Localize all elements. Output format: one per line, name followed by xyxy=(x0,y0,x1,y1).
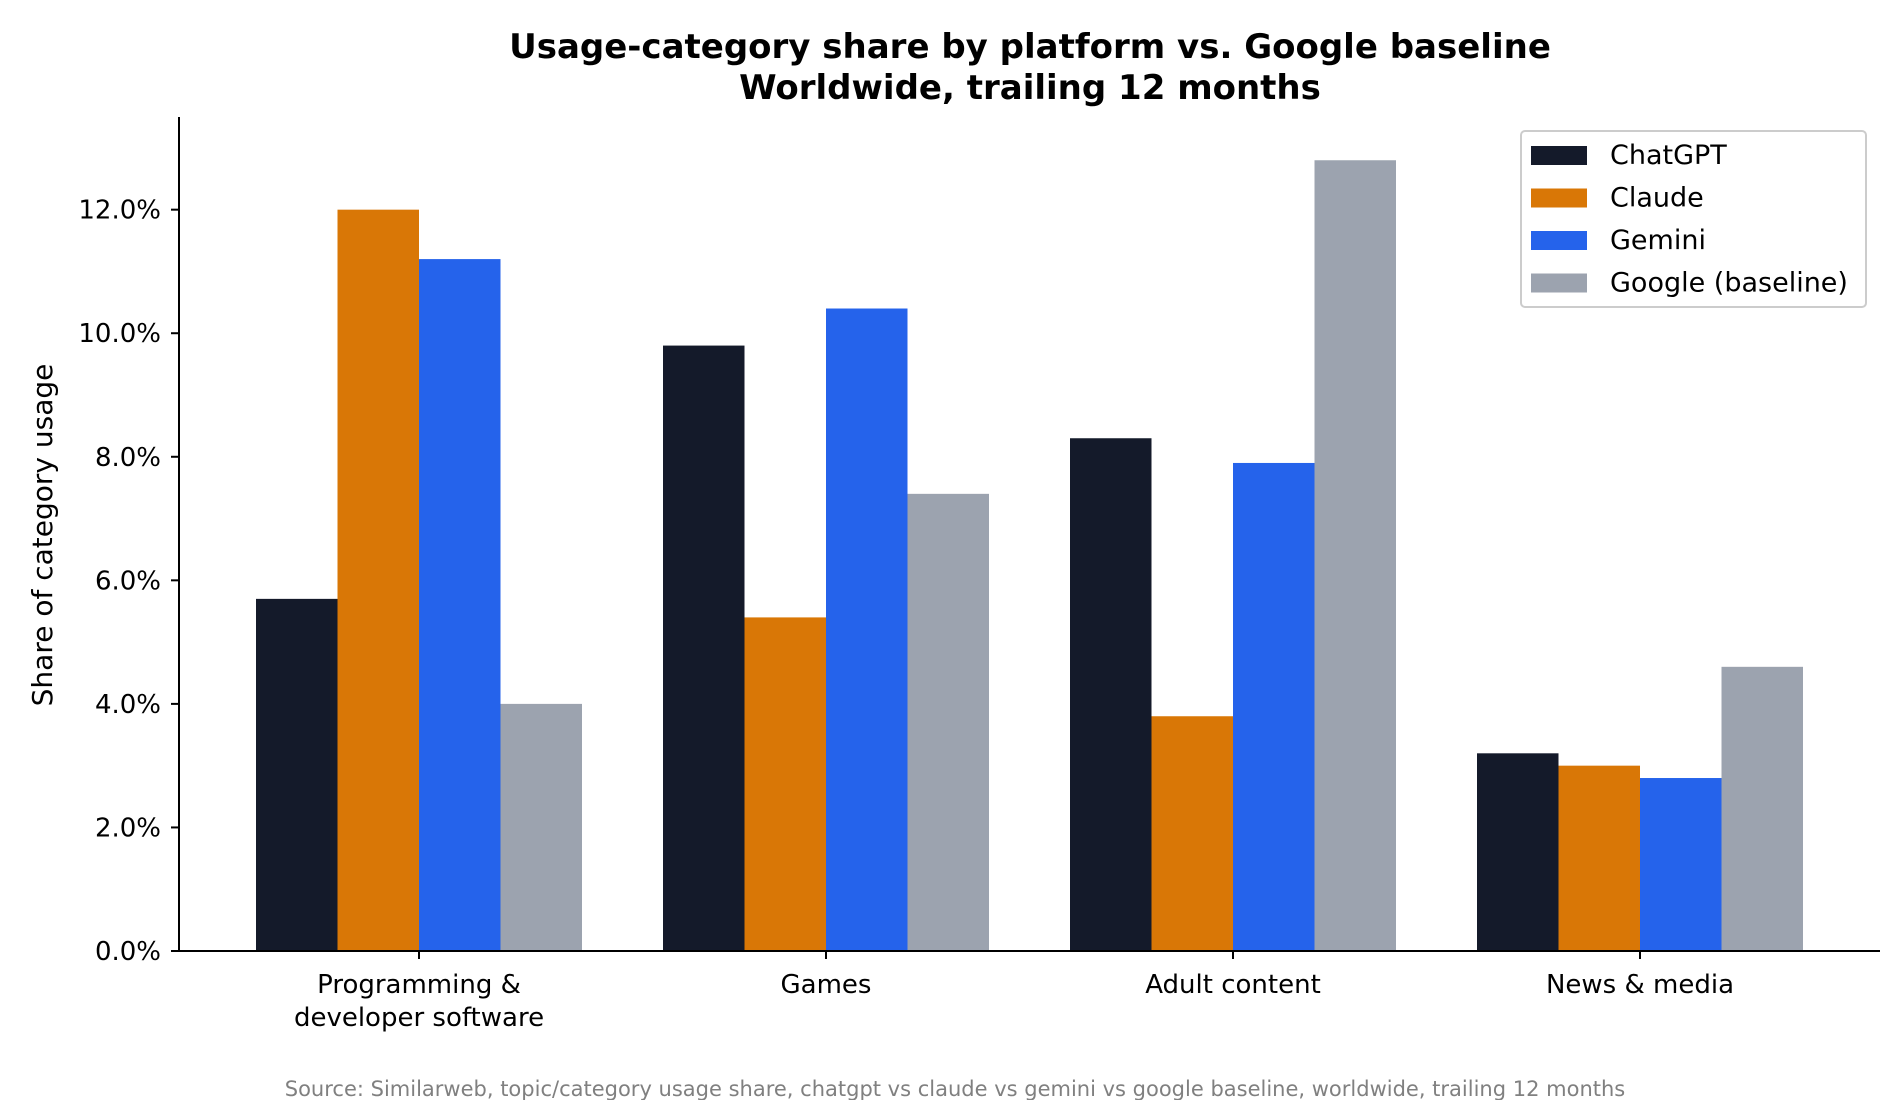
bar-chatgpt-1 xyxy=(663,345,745,952)
legend-label: Claude xyxy=(1610,183,1704,214)
bar-chatgpt-0 xyxy=(256,598,338,951)
x-tick-label: Adult content xyxy=(1145,970,1321,1000)
bar-chatgpt-3 xyxy=(1477,753,1559,951)
x-tick-label: Games xyxy=(781,970,872,1000)
x-tick-label: News & media xyxy=(1546,970,1734,1000)
y-tick-label: 0.0% xyxy=(95,937,161,967)
bar-gemini-2 xyxy=(1233,462,1315,951)
bar-google-baseline-2 xyxy=(1314,160,1396,951)
y-tick-label: 12.0% xyxy=(78,196,161,226)
bar-google-baseline-0 xyxy=(500,703,582,951)
legend-frame xyxy=(1520,130,1867,308)
y-tick-label: 10.0% xyxy=(78,319,161,349)
bar-claude-2 xyxy=(1151,716,1233,951)
source-note: Source: Similarweb, topic/category usage… xyxy=(285,1077,1625,1100)
legend-swatch xyxy=(1531,273,1587,293)
legend-label: ChatGPT xyxy=(1610,140,1727,171)
chart-title: Usage-category share by platform vs. Goo… xyxy=(509,27,1551,67)
legend: ChatGPT Claude Gemini Google (baseline) xyxy=(1520,130,1867,308)
y-tick-label: 2.0% xyxy=(95,813,161,843)
y-tick-label: 6.0% xyxy=(95,566,161,596)
legend-swatch xyxy=(1531,188,1587,208)
bar-google-baseline-1 xyxy=(907,493,989,951)
bar-claude-3 xyxy=(1558,765,1640,951)
x-tick-label: Programming & developer software xyxy=(294,970,544,1033)
bar-chatgpt-2 xyxy=(1070,438,1152,951)
bar-google-baseline-3 xyxy=(1721,666,1803,951)
bar-claude-1 xyxy=(744,617,826,951)
legend-swatch xyxy=(1531,231,1587,250)
y-tick-label: 4.0% xyxy=(95,690,161,720)
bars-layer xyxy=(256,160,1803,952)
legend-swatch xyxy=(1531,146,1587,165)
y-tick-label: 8.0% xyxy=(95,443,161,473)
bar-claude-0 xyxy=(337,209,419,951)
legend-label: Gemini xyxy=(1610,225,1706,256)
x-axis-ticks: Programming & developer software Games Adul… xyxy=(294,951,1734,1033)
bar-gemini-3 xyxy=(1640,778,1722,951)
y-axis-label: Share of category usage xyxy=(26,364,59,707)
bar-gemini-0 xyxy=(419,259,501,952)
chart-subtitle: Worldwide, trailing 12 months xyxy=(739,68,1321,108)
bar-gemini-1 xyxy=(826,308,908,951)
legend-label: Google (baseline) xyxy=(1610,268,1848,299)
y-axis-ticks: 0.0% 2.0% 4.0% 6.0% 8.0% 10.0% 12.0% xyxy=(78,196,179,967)
